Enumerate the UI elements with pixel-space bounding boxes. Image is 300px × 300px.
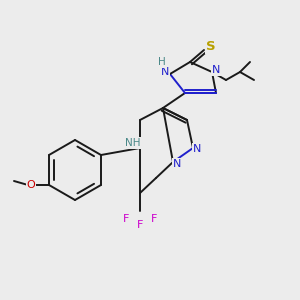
Text: N: N [212, 65, 220, 75]
Text: S: S [206, 40, 216, 52]
Text: NH: NH [125, 138, 141, 148]
Text: N: N [161, 67, 169, 77]
Text: N: N [193, 144, 201, 154]
Text: F: F [151, 214, 157, 224]
Text: F: F [137, 220, 143, 230]
Text: O: O [27, 180, 35, 190]
Text: H: H [158, 57, 166, 67]
Text: F: F [123, 214, 129, 224]
Text: N: N [173, 159, 181, 169]
